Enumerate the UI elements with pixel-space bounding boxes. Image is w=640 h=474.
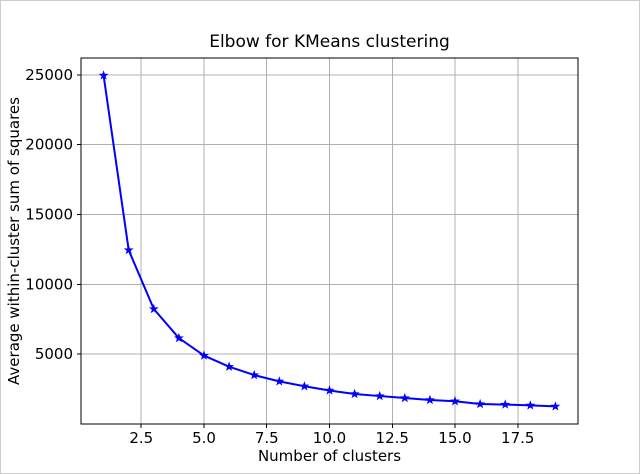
y-tick-label: 20000 [25,136,73,154]
data-point-marker [98,70,109,80]
data-point-marker [525,400,536,410]
x-tick-label: 15.0 [438,429,471,447]
data-point-marker [374,390,385,401]
chart-title: Elbow for KMeans clustering [209,32,450,52]
data-point-marker [224,361,235,371]
x-tick-label: 5.0 [192,429,216,447]
data-point-marker [500,399,511,409]
data-point-marker [475,398,486,409]
axes-spines [80,57,579,425]
data-point-marker [324,385,335,395]
x-axis-label: Number of clusters [257,447,402,465]
data-point-marker [399,392,410,403]
y-tick-label: 15000 [25,205,73,223]
y-tick-label: 25000 [25,66,73,84]
y-axis-label: Average within-cluster sum of squares [5,97,23,385]
x-tick-label: 12.5 [376,429,409,447]
data-point-marker [424,394,435,405]
y-tick-label: 10000 [25,275,73,293]
data-point-marker [148,303,159,314]
data-point-marker [249,369,260,380]
data-point-marker [199,350,209,360]
data-point-marker [123,244,134,255]
x-tick-label: 17.5 [501,429,534,447]
data-point-marker [349,388,360,399]
data-point-marker [550,401,561,411]
data-point-marker [299,381,310,391]
x-tick-label: 7.5 [255,429,279,447]
data-point-marker [450,396,460,406]
x-tick-label: 2.5 [129,429,153,447]
data-point-marker [274,376,285,386]
y-tick-label: 5000 [35,345,73,363]
x-tick-label: 10.0 [313,429,346,447]
data-point-marker [173,332,184,343]
